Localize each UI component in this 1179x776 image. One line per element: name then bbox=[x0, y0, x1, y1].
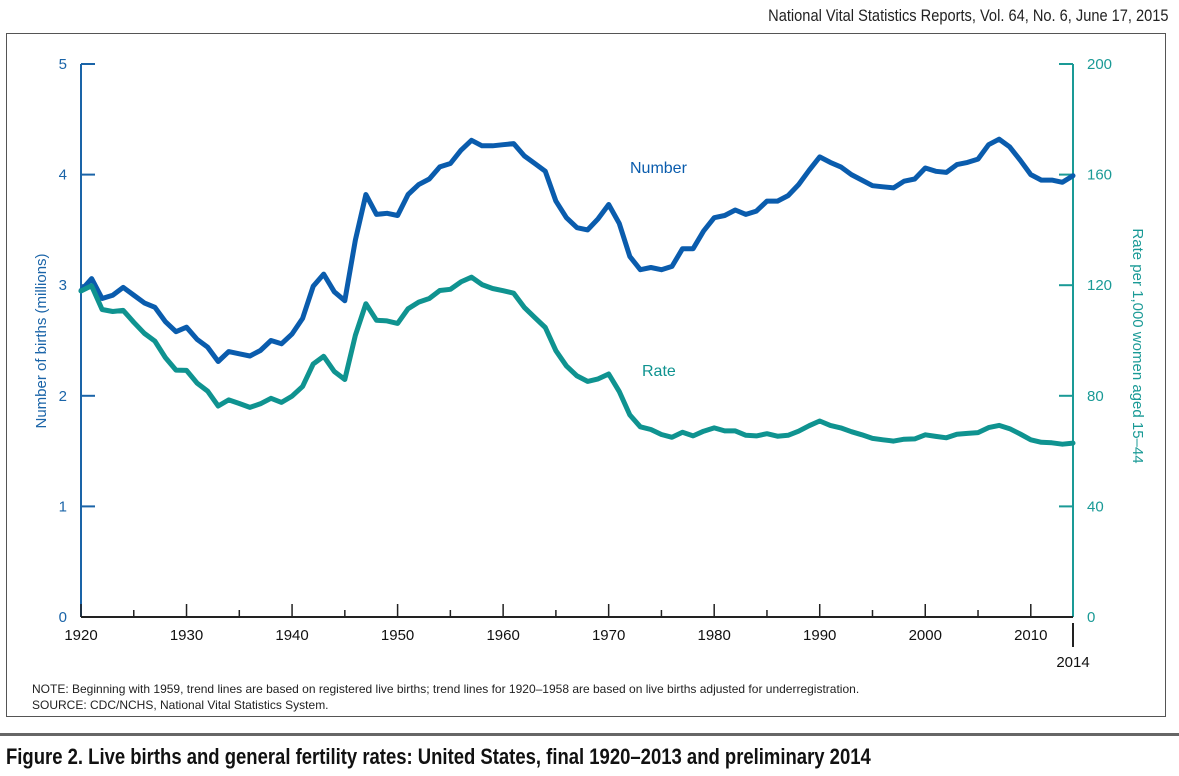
right-y-tick-label: 40 bbox=[1087, 498, 1104, 515]
right-axis-title: Rate per 1,000 women aged 15–44 bbox=[1129, 228, 1146, 463]
x-tick-label: 2000 bbox=[909, 627, 942, 644]
series-line-number bbox=[78, 136, 1076, 364]
x-tick-label: 1940 bbox=[275, 627, 308, 644]
x-tick-label: 1970 bbox=[592, 627, 625, 644]
left-y-tick-label: 0 bbox=[59, 609, 67, 626]
left-axis-title: Number of births (millions) bbox=[33, 253, 50, 428]
right-y-tick-label: 160 bbox=[1087, 167, 1112, 184]
x-tick-label: 1920 bbox=[64, 627, 97, 644]
x-end-label: 2014 bbox=[1056, 654, 1089, 671]
left-y-tick-label: 5 bbox=[59, 56, 67, 73]
x-tick-label: 1960 bbox=[486, 627, 519, 644]
labels: Number of births (millions) Rate per 1,0… bbox=[33, 160, 1146, 464]
right-y-tick-label: 80 bbox=[1087, 388, 1104, 405]
left-y-tick-label: 4 bbox=[59, 167, 67, 184]
series-line-rate bbox=[78, 274, 1076, 447]
series-label-number: Number bbox=[630, 160, 688, 177]
series-lines bbox=[78, 136, 1076, 447]
x-tick-label: 1930 bbox=[170, 627, 203, 644]
left-y-tick-label: 2 bbox=[59, 388, 67, 405]
right-y-tick-label: 0 bbox=[1087, 609, 1095, 626]
divider bbox=[0, 733, 1179, 736]
chart-note: NOTE: Beginning with 1959, trend lines a… bbox=[32, 682, 860, 696]
right-y-tick-label: 200 bbox=[1087, 56, 1112, 73]
x-tick-label: 1990 bbox=[803, 627, 836, 644]
figure-frame bbox=[6, 33, 1166, 717]
left-y-tick-label: 1 bbox=[59, 498, 67, 515]
left-y-tick-label: 3 bbox=[59, 277, 67, 294]
report-header: National Vital Statistics Reports, Vol. … bbox=[768, 6, 1169, 25]
x-tick-label: 1980 bbox=[698, 627, 731, 644]
figure-title: Figure 2. Live births and general fertil… bbox=[6, 744, 871, 769]
series-label-rate: Rate bbox=[642, 363, 676, 380]
x-tick-label: 2010 bbox=[1014, 627, 1047, 644]
right-y-tick-label: 120 bbox=[1087, 277, 1112, 294]
chart-source: SOURCE: CDC/NCHS, National Vital Statist… bbox=[32, 698, 329, 712]
axes: 0 1 2 3 4 5 0 40 80 120 160 200 1920 1930 1940 1950 1960… bbox=[59, 56, 1112, 671]
x-tick-label: 1950 bbox=[381, 627, 414, 644]
